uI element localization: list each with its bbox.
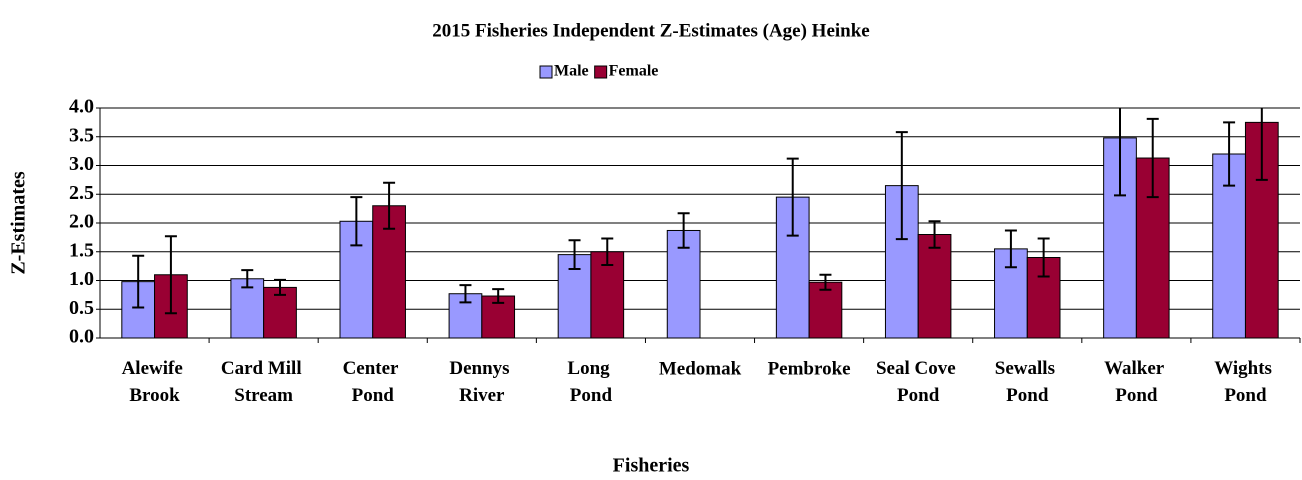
error-bar bbox=[819, 273, 832, 291]
legend-swatch bbox=[594, 65, 608, 79]
y-axis-label: Z-Estimates bbox=[8, 171, 30, 275]
legend-swatch bbox=[539, 65, 553, 79]
x-tick-label: Alewife Brook bbox=[122, 358, 188, 406]
bar bbox=[775, 196, 810, 338]
error-bar bbox=[601, 237, 614, 266]
error-bar bbox=[568, 239, 581, 270]
error-bar bbox=[164, 235, 177, 315]
x-tick-label: Pembroke bbox=[768, 358, 851, 379]
x-tick-label: Walker Pond bbox=[1104, 358, 1169, 406]
y-tick-label: 3.0 bbox=[69, 153, 94, 175]
error-bar bbox=[1223, 121, 1236, 187]
x-tick-label: Sewalls Pond bbox=[995, 358, 1060, 406]
x-tick-label: Center Pond bbox=[343, 358, 403, 406]
error-bar bbox=[241, 269, 254, 289]
x-tick-label: Seal Cove Pond bbox=[876, 358, 960, 406]
y-tick-label: 3.5 bbox=[69, 124, 94, 146]
error-bar bbox=[1037, 237, 1050, 278]
error-bar bbox=[1146, 117, 1159, 199]
error-bar bbox=[928, 220, 941, 249]
x-tick-label: Wights Pond bbox=[1214, 358, 1276, 406]
x-axis-label: Fisheries bbox=[613, 455, 690, 477]
legend-label: Female bbox=[609, 63, 659, 80]
error-bar bbox=[677, 212, 690, 249]
bar bbox=[917, 234, 952, 338]
x-tick-label: Long Pond bbox=[567, 358, 614, 406]
y-tick-label: 0.0 bbox=[69, 326, 94, 348]
y-tick-label: 2.0 bbox=[69, 211, 94, 233]
y-tick-label: 1.0 bbox=[69, 268, 94, 290]
error-bar bbox=[132, 254, 145, 309]
error-bar bbox=[274, 278, 286, 296]
error-bar bbox=[350, 196, 363, 247]
error-bar bbox=[1004, 229, 1017, 269]
error-bar bbox=[1114, 108, 1126, 197]
error-bar bbox=[786, 157, 799, 237]
error-bar bbox=[383, 181, 396, 230]
y-tick-label: 0.5 bbox=[69, 297, 94, 319]
bar bbox=[590, 251, 625, 338]
y-tick-label: 1.5 bbox=[69, 239, 94, 261]
legend-label: Male bbox=[554, 63, 589, 80]
plot-area bbox=[121, 108, 1279, 338]
x-tick-label: Medomak bbox=[659, 358, 742, 379]
y-tick-label: 2.5 bbox=[69, 182, 94, 204]
error-bar bbox=[1255, 108, 1268, 181]
x-tick-label: Card Mill Stream bbox=[221, 358, 307, 406]
chart-title: 2015 Fisheries Independent Z-Estimates (… bbox=[432, 20, 870, 41]
error-bar bbox=[459, 284, 472, 304]
y-tick-label: 4.0 bbox=[69, 96, 94, 118]
error-bar bbox=[492, 288, 505, 304]
x-tick-label: Dennys River bbox=[449, 358, 514, 406]
error-bar bbox=[895, 131, 908, 241]
